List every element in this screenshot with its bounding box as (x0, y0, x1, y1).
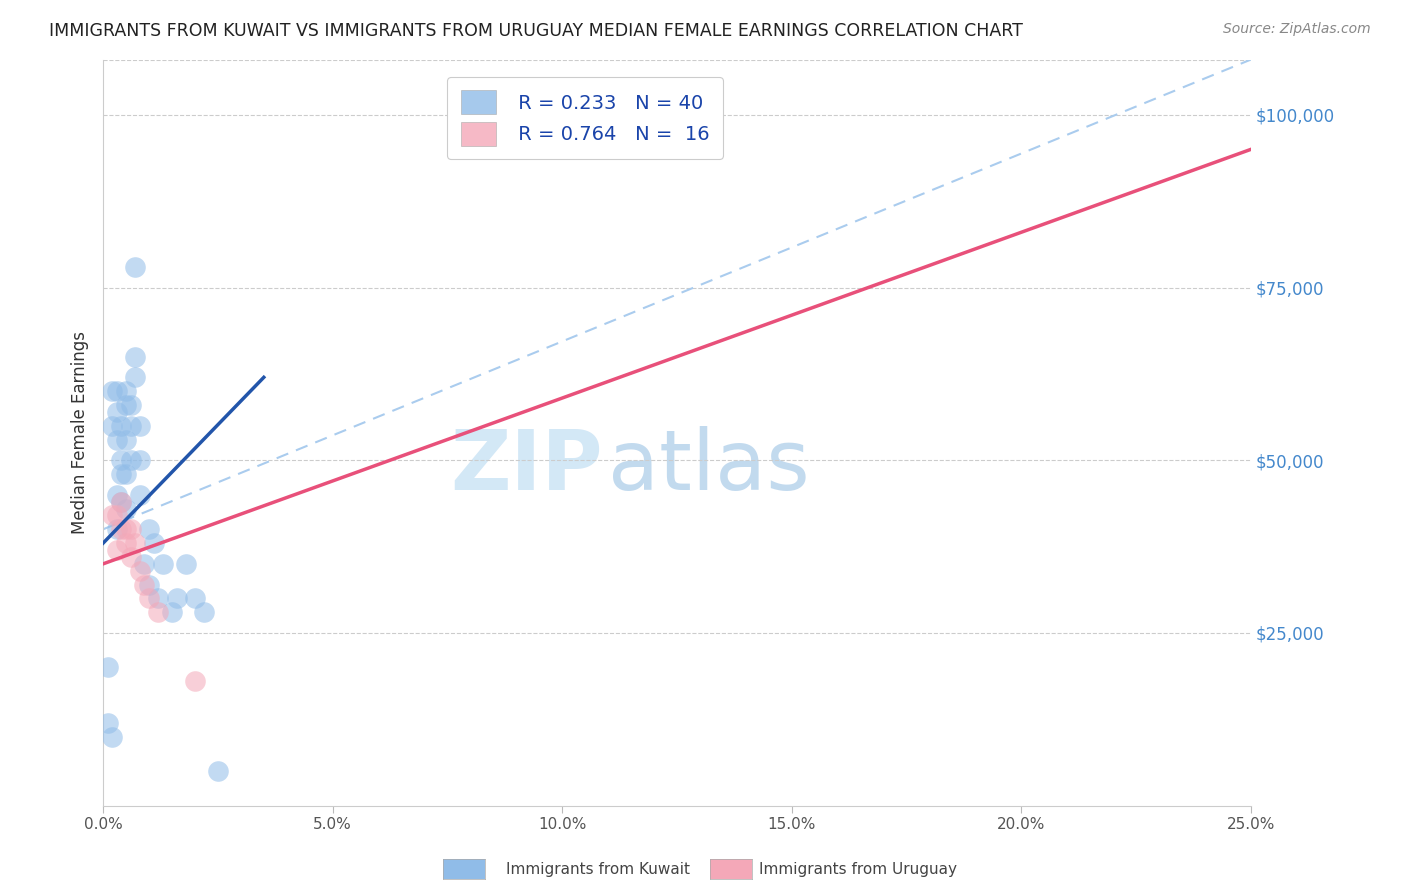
Y-axis label: Median Female Earnings: Median Female Earnings (72, 331, 89, 534)
Point (128, 564, 150, 578)
Point (101, 730, 124, 744)
Point (124, 536, 146, 550)
Point (120, 549, 142, 564)
Point (160, 605, 183, 619)
Point (120, 453, 142, 467)
Point (110, 467, 132, 481)
Text: Source: ZipAtlas.com: Source: ZipAtlas.com (1223, 22, 1371, 37)
Point (138, 577, 160, 591)
Point (110, 453, 132, 467)
Point (115, 398, 138, 412)
Point (110, 494, 132, 508)
Point (120, 418, 142, 433)
Point (128, 418, 150, 433)
Point (101, 508, 124, 523)
Point (105, 543, 128, 558)
Point (120, 522, 142, 536)
Point (142, 536, 165, 550)
Point (105, 488, 128, 502)
Point (124, 370, 146, 384)
Point (152, 557, 174, 571)
Point (138, 591, 160, 606)
Point (166, 591, 188, 606)
Point (115, 501, 138, 516)
Point (184, 591, 207, 606)
Point (105, 508, 128, 523)
Text: IMMIGRANTS FROM KUWAIT VS IMMIGRANTS FROM URUGUAY MEDIAN FEMALE EARNINGS CORRELA: IMMIGRANTS FROM KUWAIT VS IMMIGRANTS FRO… (49, 22, 1024, 40)
Point (148, 591, 170, 606)
Point (115, 384, 138, 399)
Text: ZIP: ZIP (450, 425, 602, 507)
Point (128, 488, 150, 502)
Point (105, 522, 128, 536)
Point (110, 418, 132, 433)
Point (193, 605, 215, 619)
Point (101, 384, 124, 399)
Point (115, 467, 138, 481)
Text: atlas: atlas (607, 425, 810, 507)
Point (120, 398, 142, 412)
Point (97, 660, 120, 674)
Point (128, 453, 150, 467)
Point (207, 764, 229, 778)
Point (124, 260, 146, 274)
Legend:  R = 0.233   N = 40,  R = 0.764   N =  16: R = 0.233 N = 40, R = 0.764 N = 16 (447, 77, 723, 160)
Point (148, 605, 170, 619)
Point (105, 433, 128, 447)
Point (110, 494, 132, 508)
Point (124, 350, 146, 364)
Point (115, 433, 138, 447)
Point (174, 557, 197, 571)
Point (134, 557, 156, 571)
Point (97, 715, 120, 730)
Point (105, 405, 128, 419)
Point (138, 522, 160, 536)
Point (115, 522, 138, 536)
Point (110, 522, 132, 536)
Point (105, 384, 128, 399)
Point (101, 418, 124, 433)
Point (689, 128, 711, 143)
Text: Immigrants from Kuwait: Immigrants from Kuwait (506, 863, 690, 877)
Text: Immigrants from Uruguay: Immigrants from Uruguay (759, 863, 957, 877)
Point (115, 536, 138, 550)
Point (134, 577, 156, 591)
Point (184, 674, 207, 689)
